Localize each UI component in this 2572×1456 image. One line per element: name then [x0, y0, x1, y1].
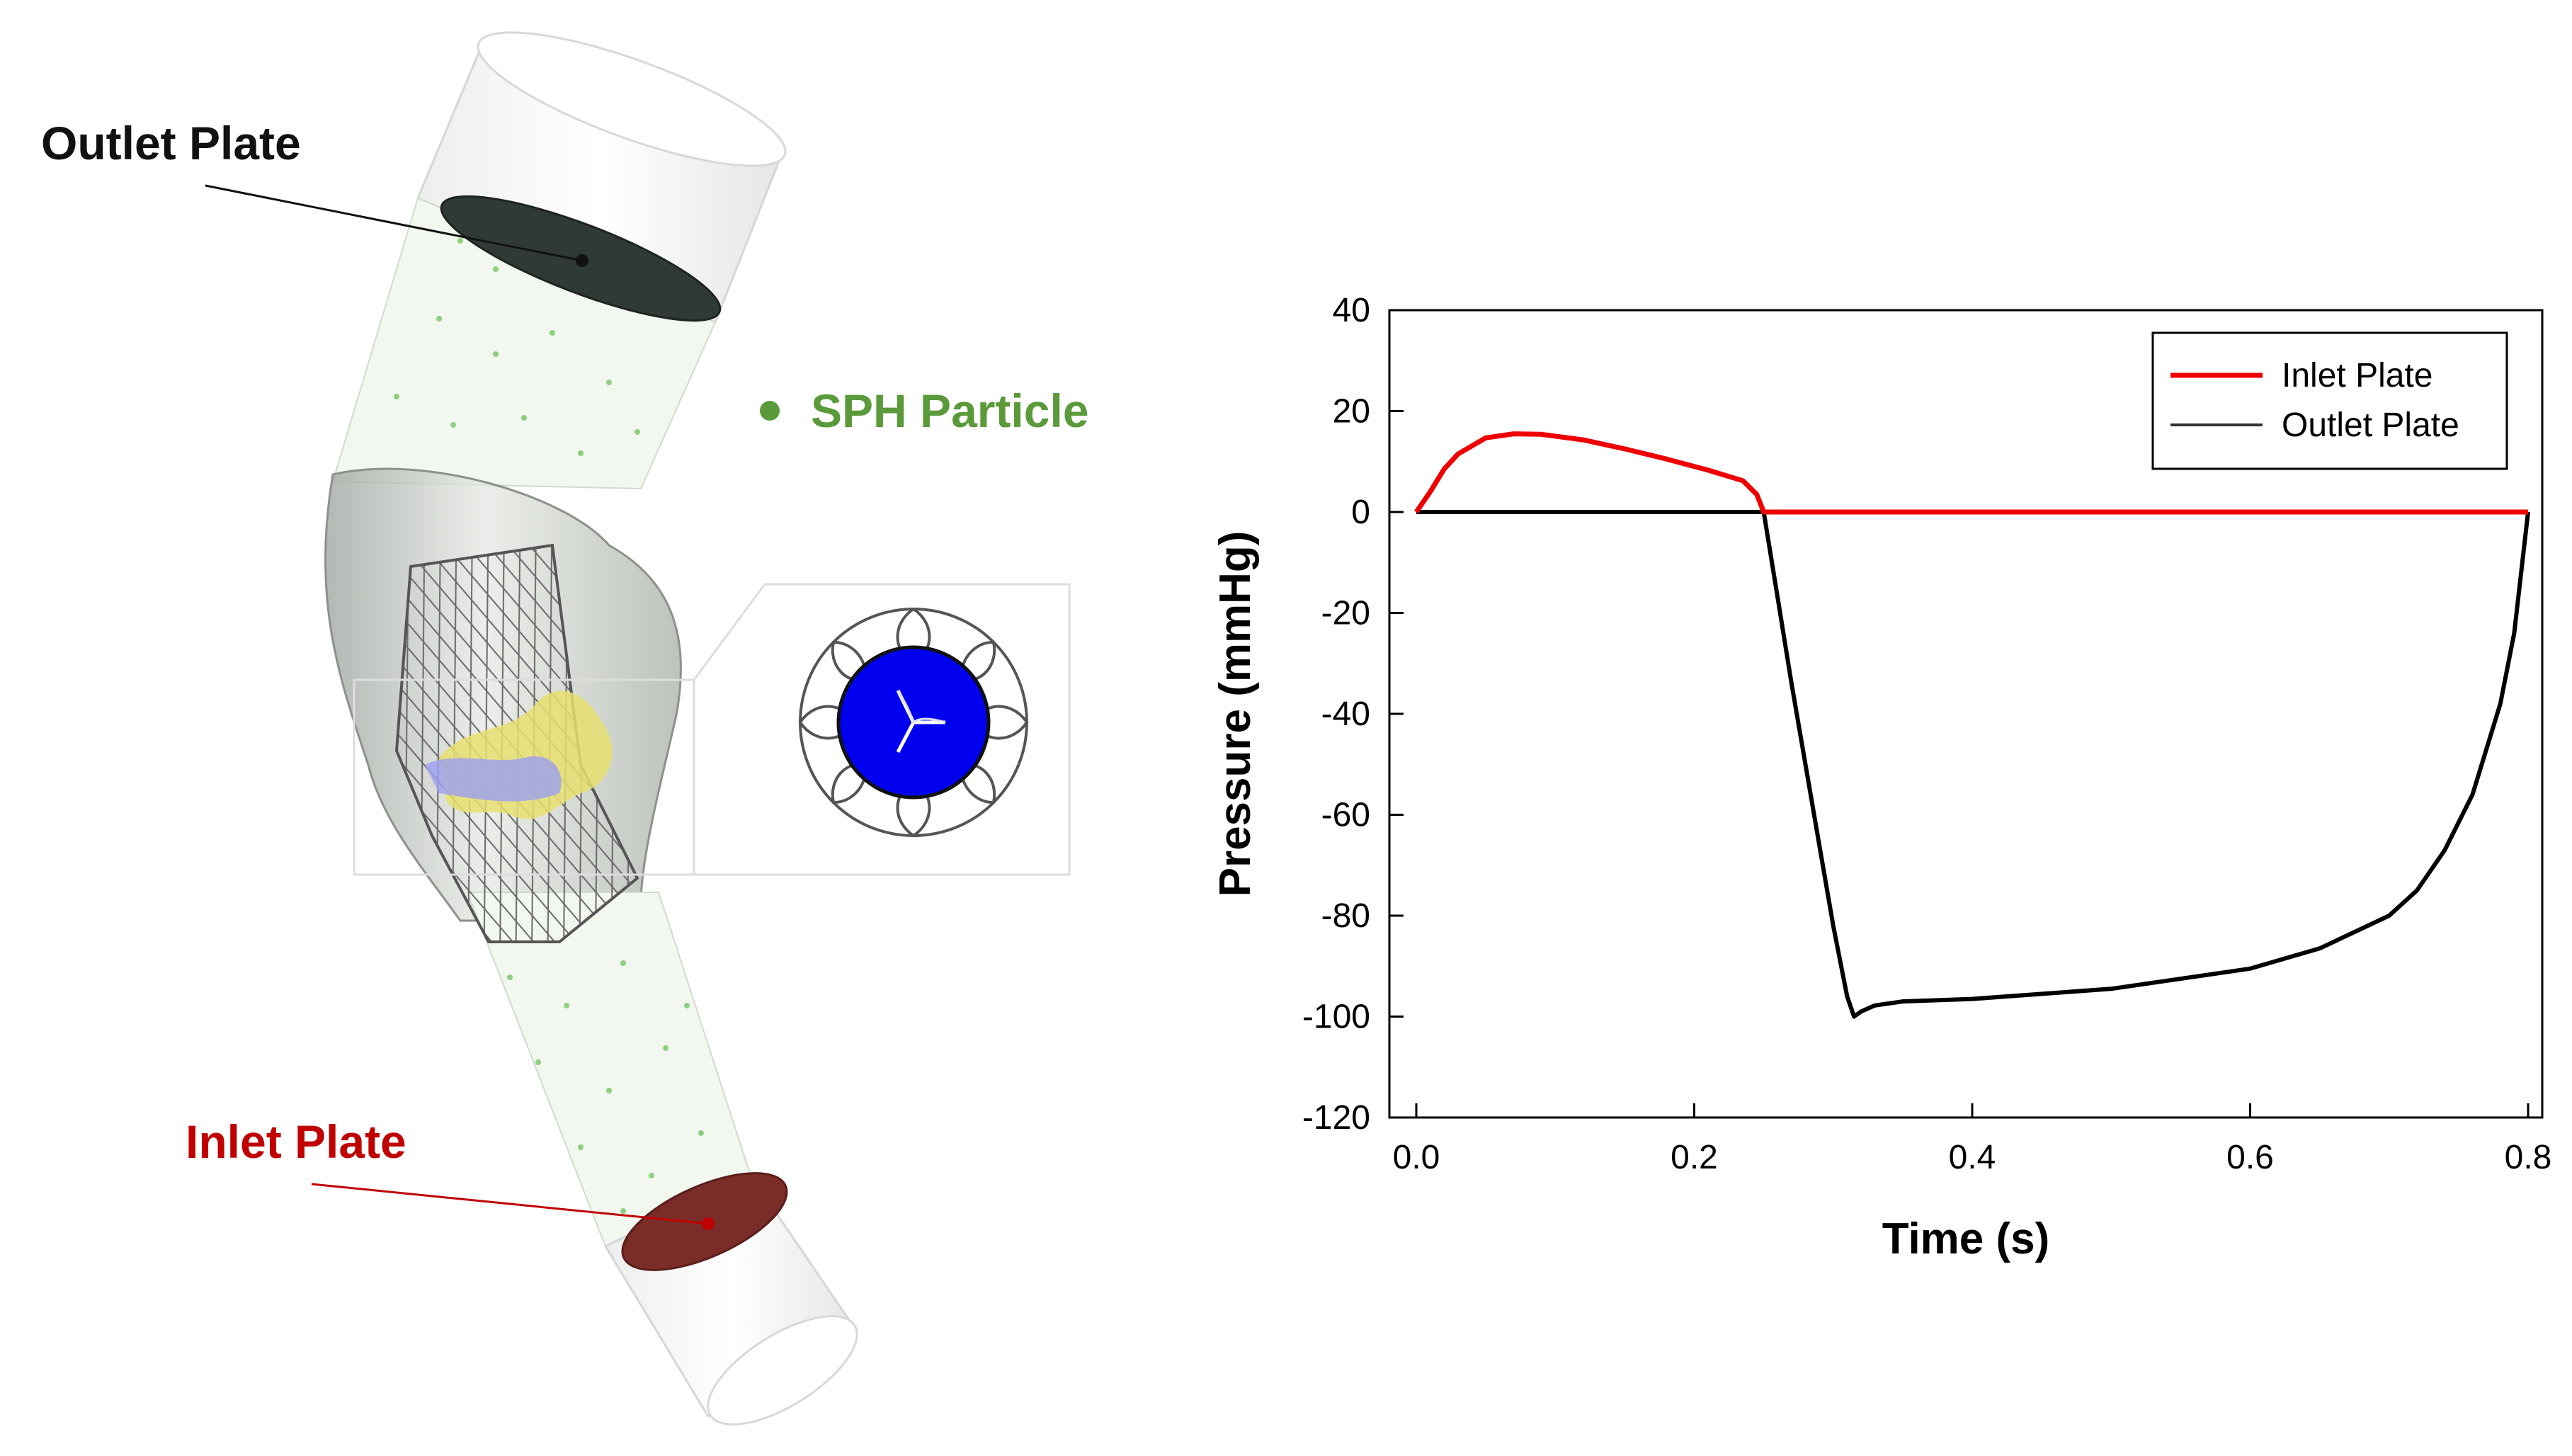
y-tick-label: 40: [1333, 292, 1370, 329]
y-tick-label: -120: [1302, 1099, 1370, 1137]
outlet-leader-line: [205, 184, 583, 262]
x-axis-ticks: 0.0 0.2 0.4 0.6 0.8: [1393, 1103, 2552, 1176]
y-axis-ticks: 40 20 0 -20 -40 -60 -80 -100 -120: [1302, 292, 1404, 1137]
inlet-leader-dot: [702, 1217, 715, 1230]
zoom-connector: [693, 583, 1071, 876]
chart-legend: Inlet Plate Outlet Plate: [2151, 331, 2508, 470]
outlet-leader-dot: [576, 254, 588, 267]
y-tick-label: -100: [1302, 999, 1370, 1036]
x-axis-label: Time (s): [1882, 1215, 2050, 1263]
x-tick-label: 0.0: [1393, 1139, 1440, 1176]
outlet-plate-label: Outlet Plate: [41, 117, 301, 169]
valve-top-view-inset: [798, 607, 1029, 838]
legend-box: [2151, 331, 2508, 470]
series-line-inlet-plate: [1414, 431, 2528, 515]
series-line-outlet-plate: [1416, 510, 2530, 1019]
inlet-leader-line: [311, 1183, 709, 1225]
legend-outlet-label: Outlet Plate: [2282, 406, 2459, 444]
legend-inlet-label: Inlet Plate: [2282, 357, 2432, 394]
valve-model-diagram: Outlet Plate Inlet Plate SPH Particle: [41, 31, 1089, 1426]
sph-particle-legend-dot: [760, 401, 780, 421]
y-tick-label: -20: [1321, 595, 1370, 632]
aorta-tube: [324, 31, 859, 1426]
x-tick-label: 0.8: [2505, 1139, 2552, 1176]
y-tick-label: 0: [1351, 494, 1370, 531]
y-tick-label: -60: [1321, 797, 1370, 834]
y-tick-label: -40: [1321, 695, 1370, 733]
calcification-deposits: [425, 690, 613, 819]
x-tick-label: 0.4: [1949, 1139, 1996, 1176]
x-tick-label: 0.2: [1671, 1139, 1718, 1176]
zoom-source-box: [353, 678, 695, 876]
y-axis-label: Pressure (mmHg): [1211, 531, 1260, 897]
y-tick-label: -80: [1321, 897, 1370, 935]
y-tick-label: 20: [1333, 393, 1370, 431]
sph-particle-label: SPH Particle: [811, 385, 1089, 437]
x-tick-label: 0.6: [2226, 1139, 2274, 1176]
inlet-plate-label: Inlet Plate: [186, 1115, 406, 1168]
